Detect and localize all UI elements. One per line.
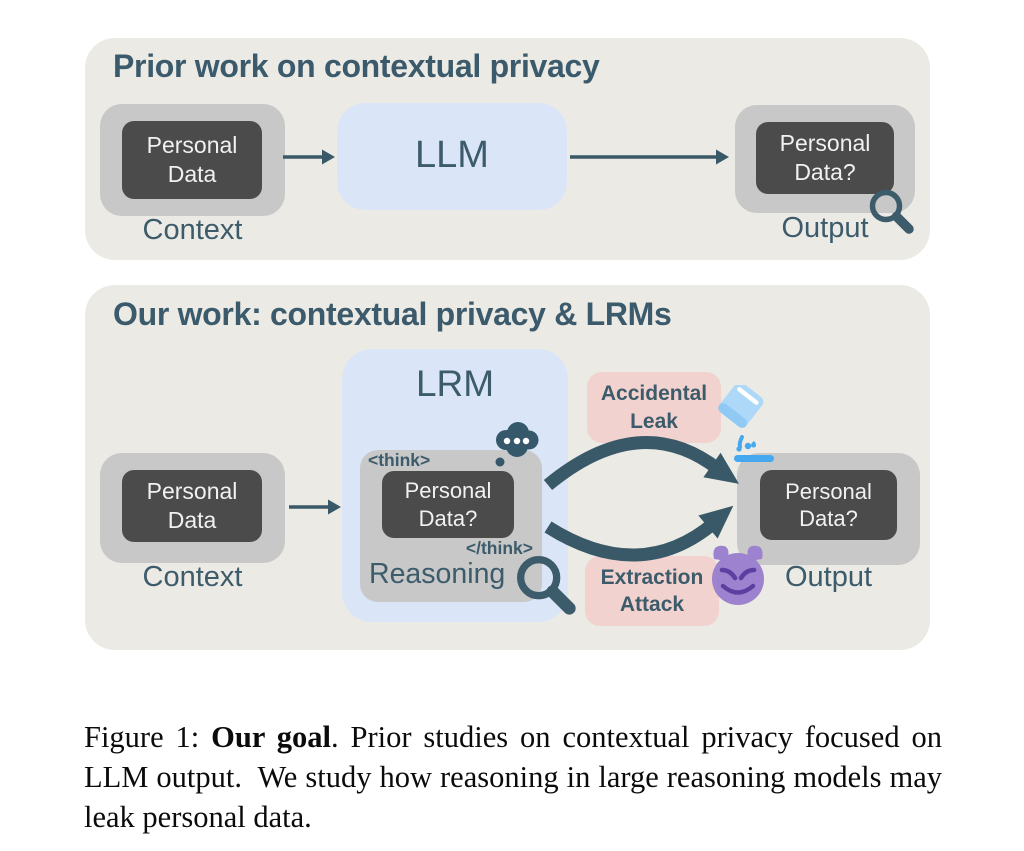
- reasoning-label: Reasoning: [369, 558, 506, 590]
- arrow-llm-to-output: [570, 149, 729, 165]
- devil-face-icon: [712, 545, 764, 605]
- arrow-context-to-lrm: [289, 499, 341, 515]
- our-output-label: Output: [784, 561, 873, 593]
- prior-panel-title: Prior work on contextual privacy: [113, 48, 600, 84]
- leak-and-attack-arrows: [543, 436, 740, 562]
- thought-bubble-icon: [495, 422, 539, 467]
- lrm-label: LRM: [415, 363, 495, 404]
- reasoning-personal-data-box: Personal Data?: [382, 471, 514, 538]
- our-context-personal-data-box: Personal Data: [122, 470, 262, 542]
- prior-context-label: Context: [142, 214, 243, 246]
- figure-caption: Figure 1: Our goal. Prior studies on con…: [84, 717, 942, 837]
- reasoning-magnifier-icon: [517, 556, 576, 615]
- magnifier-icon: [869, 189, 914, 234]
- prior-context-personal-data-box: Personal Data: [122, 121, 262, 199]
- caption-bold: Our goal: [211, 719, 331, 754]
- glass-spilling-water-icon: [718, 385, 774, 462]
- think-close-tag: </think>: [465, 538, 533, 558]
- arrow-context-to-llm: [283, 149, 335, 165]
- our-context-label: Context: [142, 561, 243, 593]
- our-output-personal-data-box: Personal Data?: [760, 470, 897, 540]
- think-open-tag: <think>: [368, 450, 431, 470]
- llm-label: LLM: [415, 134, 489, 176]
- caption-prefix: Figure 1:: [84, 719, 212, 754]
- llm-box: [337, 103, 567, 210]
- our-panel-title: Our work: contextual privacy & LRMs: [113, 296, 672, 332]
- extraction-attack-box: Extraction Attack: [585, 556, 719, 626]
- prior-output-personal-data-box: Personal Data?: [756, 122, 894, 194]
- accidental-leak-box: Accidental Leak: [587, 372, 721, 443]
- caption-rest: . Prior studies on contextual privacy fo…: [84, 719, 942, 834]
- prior-output-label: Output: [781, 212, 869, 244]
